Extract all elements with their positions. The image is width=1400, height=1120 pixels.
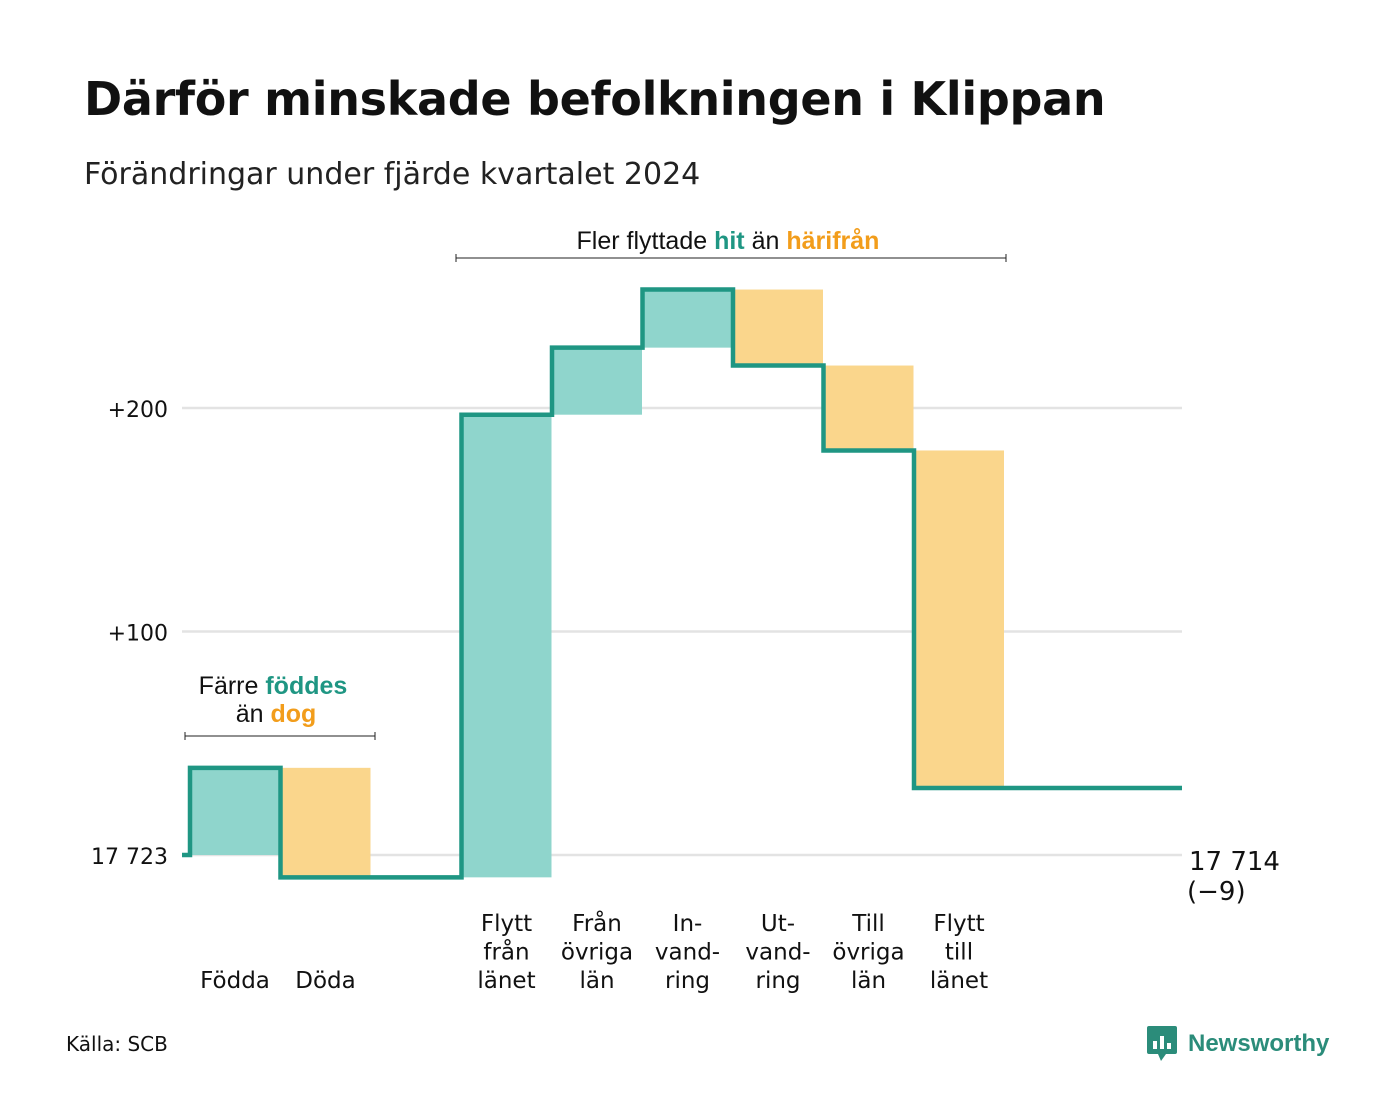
x-category-label: Från övriga län [561, 909, 633, 994]
y-tick-label-baseline: 17 723 [91, 845, 168, 870]
bar-8 [914, 450, 1004, 788]
bar-6 [733, 289, 823, 366]
x-category-label: Döda [295, 968, 355, 994]
brand-logo: Newsworthy [1146, 1024, 1329, 1064]
x-category-label: In-vand-ring [655, 911, 720, 994]
bars [190, 289, 1004, 878]
annotation-births-line1: Färre föddes [199, 672, 348, 700]
bar-3 [461, 414, 552, 878]
x-category-label: Till övriga län [832, 911, 904, 994]
brand-name: Newsworthy [1188, 1030, 1330, 1057]
cumulative-step-line [182, 287, 1182, 880]
newsworthy-logo-icon [1147, 1026, 1177, 1061]
annotation-migration-text: Fler flyttade hit än härifrån [577, 227, 880, 255]
y-tick-label: +200 [108, 398, 168, 423]
page-title: Därför minskade befolkningen i Klippan [84, 72, 1106, 126]
x-category-label: Flytt från länet [477, 911, 535, 994]
bar-4 [552, 347, 642, 415]
annotation-births-deaths: Färre föddes än dog [184, 672, 376, 740]
end-change-label: (−9) [1187, 877, 1246, 907]
annotation-migration: Fler flyttade hit än härifrån [455, 227, 1007, 262]
end-value-label: 17 714 [1189, 847, 1280, 877]
bar-7 [823, 365, 914, 451]
source-note: Källa: SCB [66, 1032, 168, 1056]
y-tick-label: +100 [108, 622, 168, 647]
step-line [182, 287, 1182, 880]
chart-subtitle: Förändringar under fjärde kvartalet 2024 [84, 157, 701, 192]
annotation-births-line2: än dog [236, 700, 317, 728]
bar-2 [280, 767, 371, 878]
bar-1 [190, 767, 280, 855]
x-category-label: Ut-vand-ring [745, 911, 810, 994]
x-category-label: Flytt till länet [930, 911, 988, 994]
axis-labels: 17 723 +100 +200 Födda Döda Flytt från länet Frå… [91, 398, 988, 994]
x-category-label: Födda [200, 968, 270, 994]
bar-5 [642, 289, 733, 348]
